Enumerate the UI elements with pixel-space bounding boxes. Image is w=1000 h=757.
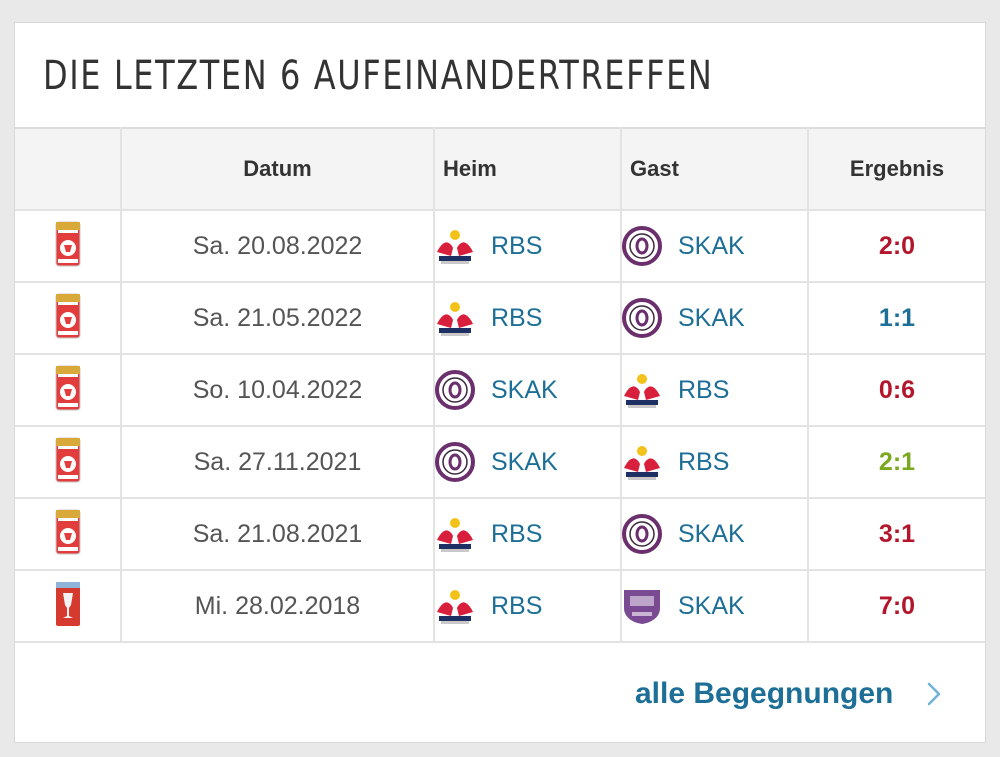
away-team-cell: RBS [620,425,809,499]
match-result[interactable]: 2:0 [807,209,985,283]
home-team-link[interactable]: RBS [491,303,543,332]
table-row[interactable]: Sa. 20.08.2022 RBS SKAK 2:0 [15,209,985,283]
home-team-cell: SKAK [433,425,622,499]
competition-cell [15,425,122,499]
away-team-link[interactable]: SKAK [678,303,745,332]
head-to-head-card: DIE LETZTEN 6 AUFEINANDERTREFFEN Datum H… [14,22,986,743]
competition-cell [15,281,122,355]
home-team-link[interactable]: SKAK [491,375,558,404]
skak-crest-icon [622,226,662,266]
cup-trophy-icon [55,221,81,267]
home-team-cell: RBS [433,281,622,355]
cup-trophy-icon [55,293,81,339]
chevron-right-icon[interactable] [927,682,941,706]
home-team-cell: RBS [433,209,622,283]
red-bull-logo-icon [622,442,662,482]
competition-cell [15,569,122,643]
away-team-link[interactable]: SKAK [678,231,745,260]
table-row[interactable]: Sa. 27.11.2021 SKAK RBS 2:1 [15,425,985,499]
match-result[interactable]: 2:1 [807,425,985,499]
table-row[interactable]: Sa. 21.08.2021 RBS SKAK 3:1 [15,497,985,571]
head-to-head-table: Datum Heim Gast Ergebnis Sa. 20.08.2022 R… [15,127,985,643]
away-team-cell: RBS [620,353,809,427]
competition-cell [15,209,122,283]
away-team-cell: SKAK [620,209,809,283]
red-bull-logo-icon [435,226,475,266]
home-team-cell: RBS [433,497,622,571]
away-team-link[interactable]: RBS [678,375,730,404]
competition-cell [15,353,122,427]
red-bull-logo-icon [435,514,475,554]
match-date: Sa. 27.11.2021 [120,425,435,499]
skak-old-crest-icon [622,586,662,626]
home-column-header: Heim [433,127,622,211]
match-date: Sa. 21.08.2021 [120,497,435,571]
competition-cell [15,497,122,571]
match-date: Sa. 20.08.2022 [120,209,435,283]
red-bull-logo-icon [622,370,662,410]
away-column-header: Gast [620,127,809,211]
match-date: Sa. 21.05.2022 [120,281,435,355]
date-column-header: Datum [120,127,435,211]
all-matches-link-label[interactable]: alle Begegnungen [635,677,894,710]
result-column-header: Ergebnis [807,127,985,211]
skak-crest-icon [435,442,475,482]
oefb-cup-icon [55,581,81,627]
cup-trophy-icon [55,437,81,483]
home-team-cell: RBS [433,569,622,643]
away-team-cell: SKAK [620,281,809,355]
away-team-cell: SKAK [620,569,809,643]
all-matches-link[interactable]: alle Begegnungen [635,677,941,711]
red-bull-logo-icon [435,586,475,626]
match-result[interactable]: 0:6 [807,353,985,427]
table-header-row: Datum Heim Gast Ergebnis [15,127,985,211]
table-row[interactable]: Mi. 28.02.2018 RBS SKAK 7:0 [15,569,985,643]
away-team-link[interactable]: RBS [678,447,730,476]
away-team-cell: SKAK [620,497,809,571]
home-team-link[interactable]: SKAK [491,447,558,476]
competition-column-header [15,127,122,211]
away-team-link[interactable]: SKAK [678,519,745,548]
away-team-link[interactable]: SKAK [678,591,745,620]
cup-trophy-icon [55,509,81,555]
table-row[interactable]: So. 10.04.2022 SKAK RBS 0:6 [15,353,985,427]
red-bull-logo-icon [435,298,475,338]
match-result[interactable]: 7:0 [807,569,985,643]
match-result[interactable]: 1:1 [807,281,985,355]
match-date: So. 10.04.2022 [120,353,435,427]
match-result[interactable]: 3:1 [807,497,985,571]
match-date: Mi. 28.02.2018 [120,569,435,643]
table-row[interactable]: Sa. 21.05.2022 RBS SKAK 1:1 [15,281,985,355]
skak-crest-icon [622,514,662,554]
cup-trophy-icon [55,365,81,411]
home-team-link[interactable]: RBS [491,231,543,260]
home-team-link[interactable]: RBS [491,591,543,620]
section-title: DIE LETZTEN 6 AUFEINANDERTREFFEN [43,53,714,99]
skak-crest-icon [435,370,475,410]
skak-crest-icon [622,298,662,338]
home-team-link[interactable]: RBS [491,519,543,548]
home-team-cell: SKAK [433,353,622,427]
